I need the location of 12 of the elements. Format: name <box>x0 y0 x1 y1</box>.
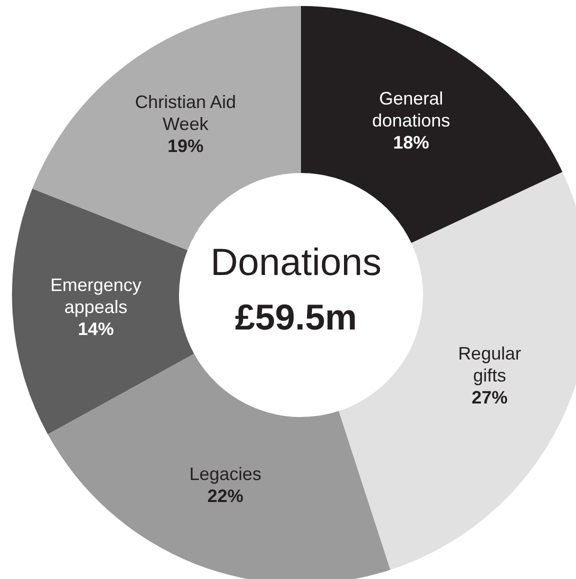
slice-label: Emergency appeals <box>50 274 142 317</box>
slice-label: Legacies <box>189 464 262 484</box>
slice-label: General donations <box>372 88 450 130</box>
data-label: 14% <box>78 318 114 339</box>
data-label: 27% <box>472 387 508 408</box>
text: Donations <box>210 242 382 284</box>
text: £59.5m <box>234 296 358 338</box>
slice-label: Regular gifts <box>458 343 522 386</box>
data-label: 22% <box>207 486 244 506</box>
slice-label: Christian Aid Week <box>134 92 236 134</box>
data-label: 19% <box>167 136 204 156</box>
data-label: 18% <box>393 132 430 152</box>
